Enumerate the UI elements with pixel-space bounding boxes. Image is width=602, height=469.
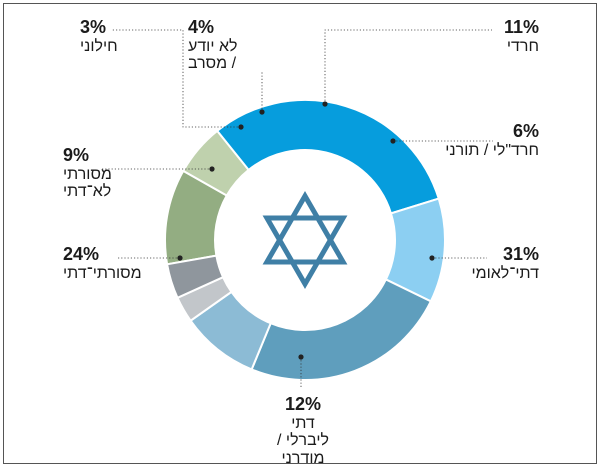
slice-label: 6% חרד"לי / תורני — [445, 121, 539, 159]
leader-dot — [390, 138, 396, 144]
slice-label: 3% חילוני — [80, 17, 118, 55]
slice-name: חילוני — [80, 37, 118, 55]
slice-name: מסורתי־דתי — [63, 264, 142, 282]
slice-label: 12% דתי ליברלי / מודרני — [268, 394, 338, 468]
slice-name: לא יודע / מסרב — [188, 37, 238, 73]
leader-dot — [298, 354, 304, 360]
slice-label: 9% מסורתי לא־דתי — [63, 145, 112, 201]
slice-percent: 24% — [63, 244, 100, 264]
slice-name: מסורתי לא־דתי — [63, 165, 112, 201]
slice-label: 24% מסורתי־דתי — [63, 244, 142, 282]
slice-percent: 31% — [502, 244, 539, 264]
slice-percent: 12% — [284, 394, 322, 414]
slice-name: דתי־לאומי — [471, 264, 539, 282]
leader-dot — [322, 101, 328, 107]
leader-dot — [259, 109, 265, 115]
leader-dot — [177, 255, 183, 261]
slice-percent: 11% — [503, 17, 539, 37]
donut-slice — [215, 99, 440, 215]
donut-slice — [165, 254, 225, 300]
leader-dot — [238, 124, 244, 130]
slice-percent: 6% — [512, 121, 539, 141]
donut-slice — [250, 278, 433, 381]
slice-name: חרד"לי / תורני — [445, 141, 539, 159]
star-of-david-icon — [262, 190, 348, 290]
slice-label: 4% לא יודע / מסרב — [188, 17, 238, 73]
slice-percent: 3% — [80, 17, 107, 37]
leader-line — [324, 29, 492, 104]
star-triangle-up — [262, 190, 348, 265]
star-triangle-down — [262, 215, 348, 290]
slice-name: חרדי — [506, 37, 539, 55]
chart-frame — [3, 3, 597, 464]
slice-percent: 9% — [63, 145, 90, 165]
slice-percent: 4% — [188, 17, 215, 37]
slice-label: 31% דתי־לאומי — [471, 244, 539, 282]
leader-dot — [209, 166, 215, 172]
slice-label: 11% חרדי — [503, 17, 539, 55]
slice-name: דתי ליברלי / מודרני — [277, 414, 329, 467]
leader-dot — [429, 255, 435, 261]
leader-line — [112, 29, 241, 128]
